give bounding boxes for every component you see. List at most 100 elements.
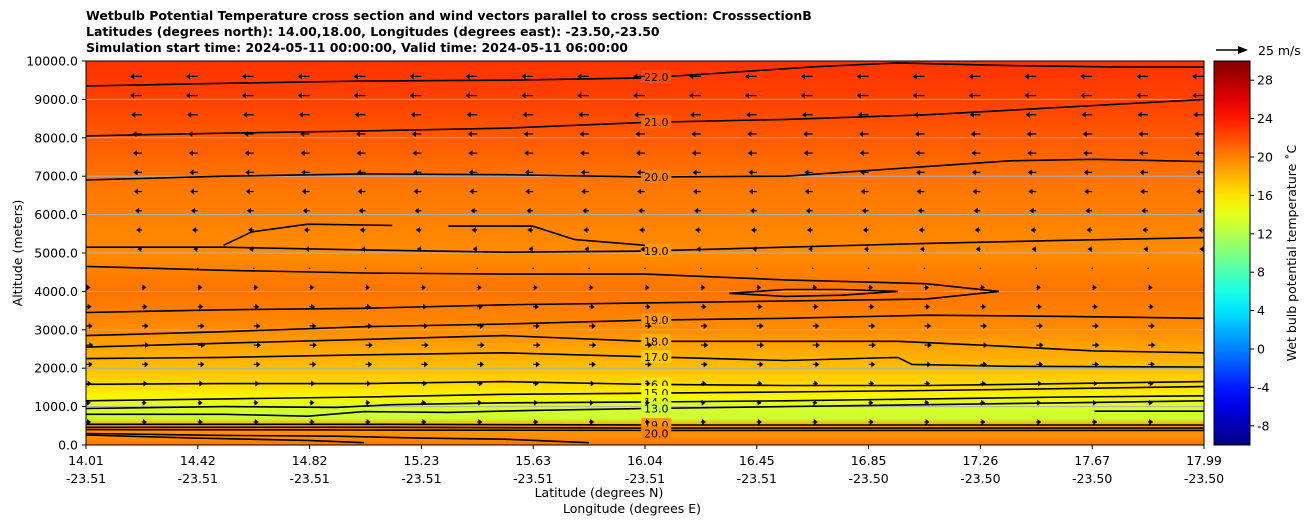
wind-arrowhead — [255, 303, 260, 310]
wind-arrowhead — [312, 361, 317, 368]
wind-arrowhead — [478, 399, 483, 406]
wind-arrowhead — [136, 226, 141, 233]
wind-arrowhead — [360, 246, 365, 253]
wind-arrowhead — [1205, 400, 1209, 406]
wind-arrowhead — [246, 207, 251, 214]
wind-arrowhead — [311, 303, 316, 310]
wind-arrowhead — [522, 111, 527, 118]
wind-arrowhead — [1037, 303, 1042, 310]
wind-arrowhead — [412, 150, 417, 157]
wind-arrowhead — [975, 246, 980, 253]
quiver-key: 25 m/s — [1216, 43, 1301, 58]
wind-arrowhead — [689, 92, 694, 99]
wind-arrowhead — [917, 207, 922, 214]
wind-arrowhead — [813, 284, 818, 291]
wind-arrowhead — [424, 361, 429, 368]
wind-arrowhead — [201, 342, 206, 349]
wind-arrowhead — [1149, 303, 1154, 310]
wind-arrowhead — [358, 207, 363, 214]
wind-arrowhead — [528, 246, 533, 253]
wind-arrowhead — [634, 111, 639, 118]
wind-arrowhead — [1150, 361, 1155, 368]
wind-arrowhead — [1150, 322, 1155, 329]
x-axis-label-lat: Latitude (degrees N) — [535, 485, 664, 500]
wind-arrowhead — [424, 342, 429, 349]
wind-arrowhead — [1095, 342, 1100, 349]
wind-arrowhead — [478, 380, 483, 387]
wind-arrowhead — [861, 207, 866, 214]
wind-vector — [1035, 267, 1038, 270]
wind-arrowhead — [466, 111, 471, 118]
wind-arrowhead — [869, 399, 874, 406]
x-tick-label-lon: -23.50 — [848, 471, 888, 486]
contour-label-bg — [641, 349, 672, 363]
wind-arrowhead — [1094, 322, 1099, 329]
contour-line — [729, 288, 898, 298]
wind-arrowhead — [925, 284, 930, 291]
wind-arrowhead — [702, 380, 707, 387]
wind-arrowhead — [925, 399, 930, 406]
wind-arrowhead — [870, 303, 875, 310]
wind-arrowhead — [521, 73, 526, 80]
y-tick-label: 6000.0 — [34, 207, 78, 222]
wind-arrowhead — [1192, 92, 1197, 99]
wind-arrowhead — [577, 92, 582, 99]
wind-arrowhead — [354, 111, 359, 118]
contour-line — [86, 395, 1204, 410]
wind-arrowhead — [144, 322, 149, 329]
wind-arrowhead — [983, 342, 988, 349]
wind-arrowhead — [89, 342, 94, 349]
wind-arrowhead — [1151, 342, 1156, 349]
wind-arrowhead — [423, 303, 428, 310]
wind-arrowhead — [535, 322, 540, 329]
wind-arrowhead — [584, 246, 589, 253]
wind-arrowhead — [468, 150, 473, 157]
x-tick-label-lon: -23.51 — [513, 471, 553, 486]
wind-arrowhead — [862, 226, 867, 233]
wind-arrowhead — [411, 130, 416, 137]
wind-vector — [755, 267, 758, 270]
wind-arrowhead — [244, 130, 249, 137]
wind-arrowhead — [1025, 111, 1030, 118]
wind-arrowhead — [1139, 150, 1144, 157]
wind-arrowhead — [583, 226, 588, 233]
wind-arrowhead — [859, 150, 864, 157]
wind-arrowhead — [968, 73, 973, 80]
wind-arrowhead — [801, 92, 805, 99]
wind-arrowhead — [1083, 150, 1088, 157]
contour-label-bg — [641, 70, 672, 84]
wind-arrowhead — [803, 130, 808, 137]
wind-arrowhead — [188, 130, 193, 137]
wind-arrowhead — [813, 418, 818, 425]
wind-vector — [1147, 267, 1149, 270]
y-tick-label: 5000.0 — [34, 246, 78, 261]
wind-arrowhead — [478, 418, 483, 425]
wind-arrowhead — [759, 361, 764, 368]
wind-arrowhead — [636, 169, 641, 176]
wind-arrowhead — [578, 111, 583, 118]
wind-arrowhead — [802, 111, 807, 118]
wind-arrowhead — [366, 284, 371, 291]
contour-label-bg — [641, 169, 672, 183]
wind-arrowhead — [864, 246, 869, 253]
wind-arrowhead — [1196, 188, 1201, 195]
wind-arrowhead — [521, 92, 526, 99]
contour-line — [86, 62, 1204, 87]
wind-arrowhead — [1028, 188, 1033, 195]
wind-arrowhead — [186, 73, 191, 80]
colorbar: -8 -4 0 4 8 12 16 20 24 28 Wet bulb potential tem… — [1213, 60, 1299, 446]
wind-vector — [141, 267, 143, 270]
wind-arrowhead — [465, 73, 470, 80]
wind-arrowhead — [78, 189, 82, 195]
y-tick-label: 0.0 — [58, 438, 78, 453]
wind-arrowhead — [1193, 111, 1198, 118]
wind-arrowhead — [421, 284, 426, 291]
wind-arrowhead — [926, 303, 931, 310]
y-tick-label: 8000.0 — [34, 130, 78, 145]
wind-arrowhead — [256, 361, 261, 368]
wind-arrowhead — [409, 73, 414, 80]
wind-arrowhead — [913, 111, 918, 118]
wind-arrowhead — [814, 303, 819, 310]
wind-arrowhead — [254, 399, 259, 406]
